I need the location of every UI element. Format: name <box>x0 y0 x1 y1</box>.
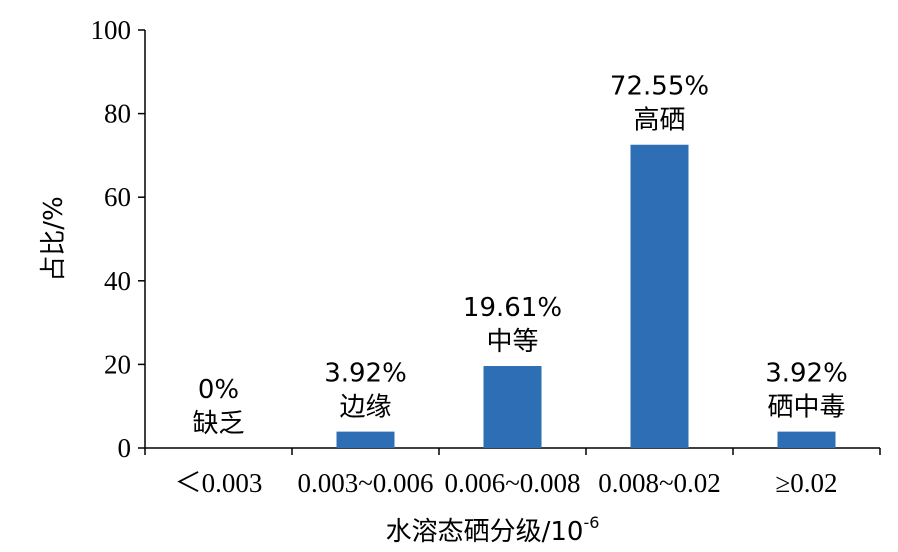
x-axis-label: 水溶态硒分级/10-6 <box>386 513 600 547</box>
bar <box>336 431 395 448</box>
y-tick-label: 80 <box>104 99 131 129</box>
y-tick-label: 0 <box>118 433 132 463</box>
x-tick-label: ≥0.02 <box>775 468 837 498</box>
x-tick-label: 0.008~0.02 <box>598 468 721 498</box>
bar-value-label: 0% <box>198 375 239 405</box>
y-tick-label: 100 <box>91 15 132 45</box>
bar <box>630 144 689 448</box>
bar <box>483 366 542 448</box>
bar-category-note: 高硒 <box>633 106 685 136</box>
plot-area: 0 20 40 60 80 100 ＜0.003 缺乏 0% 0.003~0.006 边缘 3.92%… <box>91 15 881 498</box>
y-tick-label: 40 <box>104 266 131 296</box>
y-axis-label: 占比/% <box>39 196 69 281</box>
x-axis-label-exponent: -6 <box>583 513 599 532</box>
bar-category-note: 缺乏 <box>192 409 244 439</box>
bar-value-label: 19.61% <box>463 293 562 323</box>
x-tick-label: 0.006~0.008 <box>444 468 580 498</box>
bar-category-note: 硒中毒 <box>767 393 845 423</box>
bar-value-label: 72.55% <box>610 72 709 102</box>
x-tick-label: ＜0.003 <box>175 468 263 498</box>
bar-value-label: 3.92% <box>324 359 407 389</box>
bar <box>777 431 836 448</box>
y-tick-label: 60 <box>104 182 131 212</box>
bar-category-note: 边缘 <box>339 393 391 423</box>
bar-category-note: 中等 <box>486 327 538 357</box>
x-tick-label: 0.003~0.006 <box>297 468 433 498</box>
x-axis-label-main: 水溶态硒分级/10 <box>386 517 584 547</box>
y-tick-label: 20 <box>104 349 131 379</box>
bar-value-label: 3.92% <box>765 359 848 389</box>
